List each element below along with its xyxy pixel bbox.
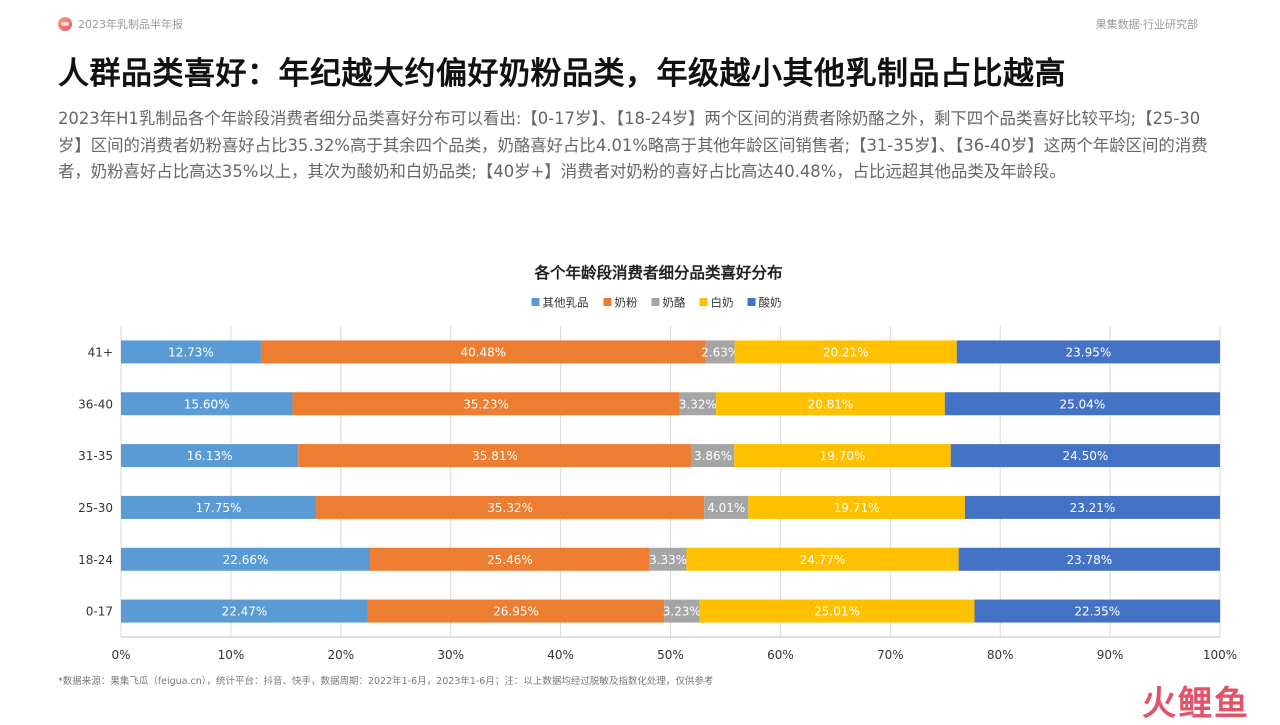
bar-segment	[956, 340, 1220, 364]
data-label: 23.78%	[1066, 553, 1112, 567]
legend-label-4: 酸奶	[759, 296, 782, 310]
x-tick-label: 30%	[437, 648, 464, 662]
y-category-label: 18-24	[78, 553, 113, 567]
data-label: 24.77%	[800, 553, 846, 567]
y-category-label: 36-40	[78, 397, 113, 411]
data-label: 19.71%	[834, 501, 880, 515]
data-label: 35.32%	[487, 501, 533, 515]
data-label: 40.48%	[460, 345, 506, 359]
bar-segment	[734, 444, 951, 468]
bar-segment	[686, 547, 959, 571]
bar-segment	[958, 547, 1220, 571]
data-label: 4.01%	[707, 501, 745, 515]
x-tick-label: 10%	[218, 648, 245, 662]
bar-segment	[121, 547, 371, 571]
data-label: 12.73%	[168, 345, 214, 359]
bar-segment	[716, 392, 945, 416]
bar-segment	[950, 444, 1220, 468]
legend-label-1: 奶粉	[615, 296, 638, 310]
data-label: 17.75%	[196, 501, 242, 515]
data-label: 25.46%	[487, 553, 533, 567]
report-name: 2023年乳制品半年报	[78, 18, 183, 31]
bar-segment	[316, 495, 705, 519]
x-tick-label: 60%	[767, 648, 794, 662]
y-category-label: 25-30	[78, 501, 113, 515]
data-label: 35.81%	[472, 449, 518, 463]
bar-segment	[679, 392, 717, 416]
x-tick-label: 90%	[1097, 648, 1124, 662]
data-label: 20.81%	[808, 397, 854, 411]
legend-label-2: 奶酪	[663, 296, 686, 310]
bar-segment	[370, 547, 650, 571]
data-label: 23.21%	[1070, 501, 1116, 515]
data-label: 3.32%	[679, 397, 717, 411]
x-tick-label: 80%	[987, 648, 1014, 662]
y-category-label: 41+	[88, 345, 113, 359]
page-title: 人群品类喜好：年纪越大约偏好奶粉品类，年级越小其他乳制品占比越高	[58, 56, 1066, 92]
legend-swatch-1	[603, 298, 612, 306]
x-tick-label: 0%	[111, 648, 130, 662]
x-tick-label: 100%	[1203, 648, 1237, 662]
bar-segment	[121, 340, 261, 364]
data-label: 3.33%	[649, 553, 687, 567]
data-label: 25.04%	[1060, 397, 1106, 411]
bar-segment	[260, 340, 706, 364]
bar-segment	[734, 340, 957, 364]
bar-segment	[664, 599, 700, 623]
bar-segment	[691, 444, 735, 468]
watermark-logo: 火鲤鱼	[1142, 684, 1250, 724]
legend-label-0: 其他乳品	[543, 296, 589, 310]
brand-logo-icon	[58, 17, 72, 31]
x-tick-label: 40%	[547, 648, 574, 662]
data-label: 2.63%	[701, 345, 739, 359]
bar-segment	[367, 599, 665, 623]
bar-segment	[121, 599, 368, 623]
data-label: 22.47%	[222, 605, 268, 619]
data-source-footnote: *数据来源：果集飞瓜（feigua.cn），统计平台：抖音、快手，数据周期：20…	[58, 676, 714, 687]
legend-swatch-2	[651, 298, 660, 306]
data-label: 3.23%	[663, 605, 701, 619]
data-label: 16.13%	[187, 449, 233, 463]
x-tick-label: 70%	[877, 648, 904, 662]
bar-segment	[704, 495, 749, 519]
y-category-label: 0-17	[86, 605, 113, 619]
y-category-label: 31-35	[78, 449, 113, 463]
bar-segment	[121, 392, 293, 416]
bar-segment	[705, 340, 735, 364]
data-label: 15.60%	[184, 397, 230, 411]
description-paragraph: 2023年H1乳制品各个年龄段消费者细分品类喜好分布可以看出:【0-17岁】、【…	[58, 109, 1208, 181]
bar-segment	[964, 495, 1220, 519]
x-tick-label: 20%	[327, 648, 354, 662]
data-label: 22.35%	[1074, 605, 1120, 619]
data-label: 23.95%	[1066, 345, 1112, 359]
legend-swatch-0	[531, 298, 540, 306]
data-label: 3.86%	[694, 449, 732, 463]
data-label: 19.70%	[820, 449, 866, 463]
bar-segment	[649, 547, 687, 571]
bar-segment	[944, 392, 1220, 416]
bar-segment	[298, 444, 692, 468]
chart-title: 各个年龄段消费者细分品类喜好分布	[533, 263, 782, 282]
data-label: 35.23%	[463, 397, 509, 411]
data-label: 22.66%	[223, 553, 269, 567]
data-label: 26.95%	[493, 605, 539, 619]
bar-segment	[121, 444, 299, 468]
x-tick-label: 50%	[657, 648, 684, 662]
bar-segment	[699, 599, 975, 623]
bar-segment	[121, 495, 317, 519]
data-label: 24.50%	[1062, 449, 1108, 463]
bar-segment	[974, 599, 1221, 623]
legend-swatch-4	[747, 298, 756, 306]
data-label: 20.21%	[823, 345, 869, 359]
top-bar: 2023年乳制品半年报 果集数据·行业研究部	[58, 14, 1198, 36]
legend-swatch-3	[699, 298, 708, 306]
org-name: 果集数据·行业研究部	[1095, 18, 1199, 31]
bar-segment	[292, 392, 680, 416]
legend-label-3: 白奶	[711, 296, 734, 310]
bar-segment	[748, 495, 965, 519]
data-label: 25.01%	[814, 605, 860, 619]
